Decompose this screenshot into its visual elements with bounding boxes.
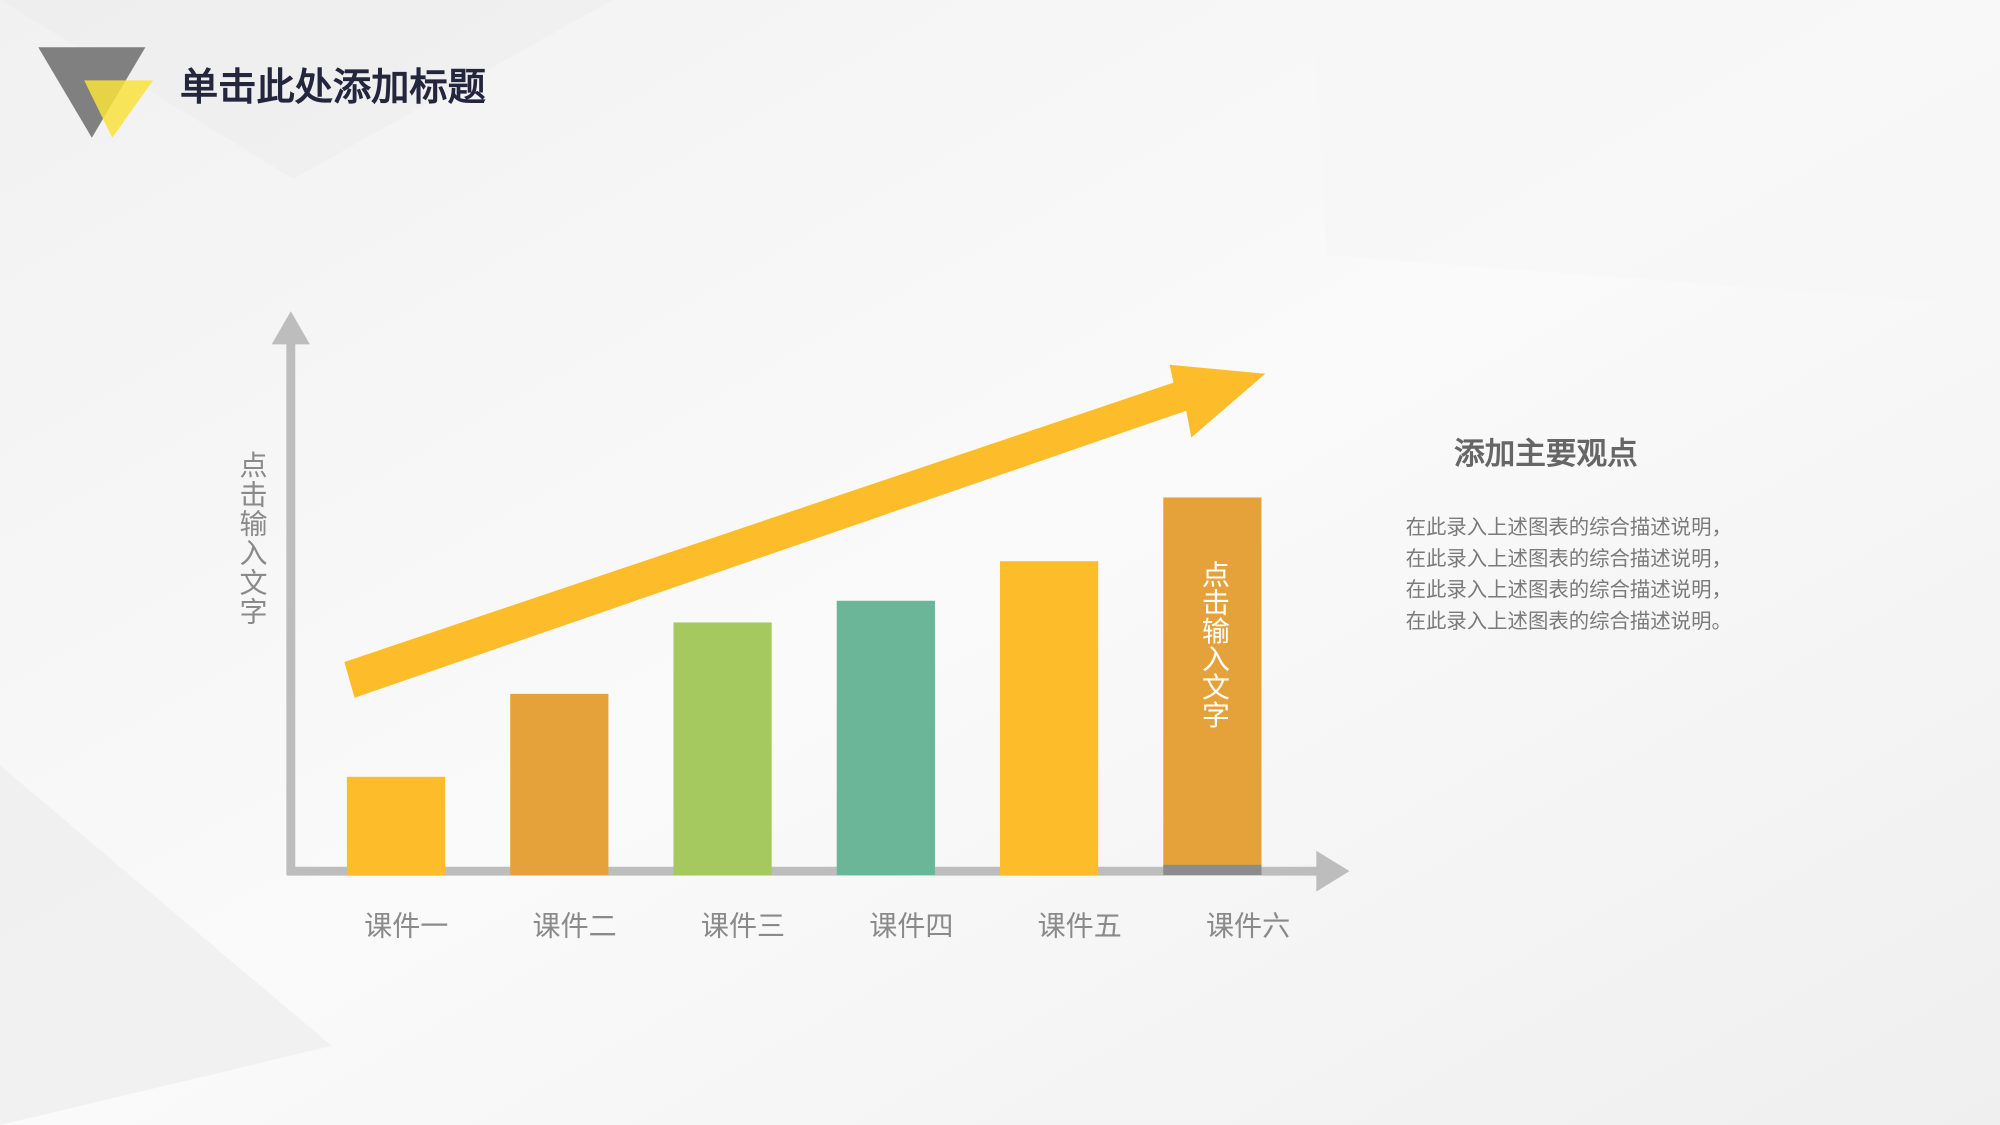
- sidebar-line: 在此录入上述图表的综合描述说明，: [1406, 546, 1732, 570]
- sidebar-line: 在此录入上述图表的综合描述说明。: [1406, 609, 1732, 633]
- bg-shape: [1313, 0, 2000, 307]
- sidebar-line: 在此录入上述图表的综合描述说明，: [1406, 578, 1732, 602]
- y-axis-label: 点击输入文字: [235, 450, 268, 626]
- bar: [836, 600, 935, 875]
- bg-shape: [0, 0, 613, 179]
- bar: [510, 693, 609, 875]
- sidebar-text: 在此录入上述图表的综合描述说明， 在此录入上述图表的综合描述说明， 在此录入上述图表…: [1406, 515, 1732, 633]
- x-tick-label: 课件四: [869, 909, 953, 942]
- bars: [346, 497, 1262, 875]
- title: 单击此处添加标题: [180, 65, 487, 110]
- x-tick-label: 课件六: [1206, 909, 1290, 942]
- bg-shape: [0, 765, 332, 1125]
- sidebar-line: 在此录入上述图表的综合描述说明，: [1406, 515, 1732, 539]
- y-axis-arrow: [271, 311, 310, 345]
- bar: [673, 622, 772, 875]
- bar: [346, 776, 446, 875]
- trend-arrow: [344, 364, 1266, 698]
- bar: [1000, 561, 1099, 875]
- x-axis-arrow: [1316, 850, 1350, 892]
- bar-base: [1163, 864, 1262, 875]
- logo-yellow: [84, 80, 154, 138]
- x-tick-label: 课件三: [701, 909, 785, 942]
- sidebar-heading: 添加主要观点: [1454, 437, 1638, 472]
- bar-annotation: 点击输入文字: [1197, 560, 1230, 728]
- bar: [1163, 497, 1262, 875]
- x-tick-label: 课件五: [1038, 909, 1122, 942]
- x-tick-label: 课件二: [533, 909, 617, 942]
- x-tick-label: 课件一: [364, 909, 448, 942]
